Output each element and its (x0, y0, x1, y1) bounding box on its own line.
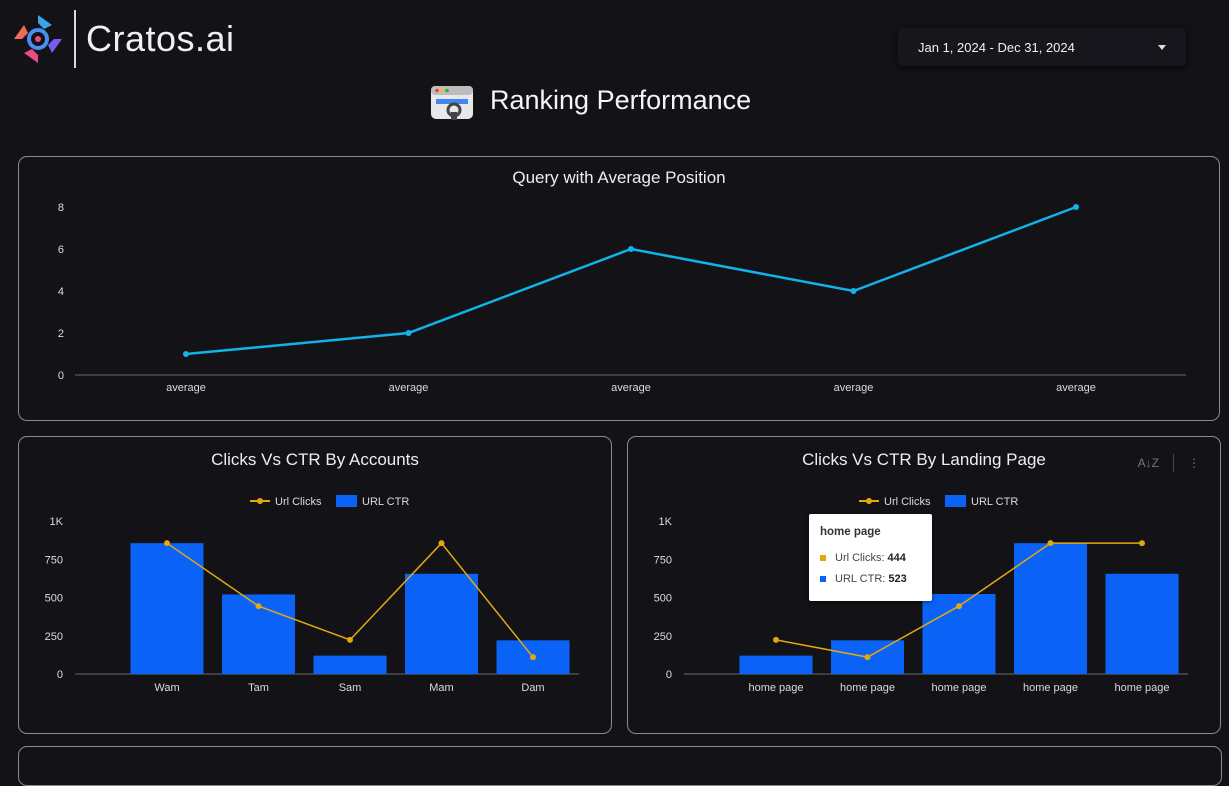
data-point-url-clicks (347, 636, 353, 643)
x-tick-label: average (834, 382, 874, 394)
y-tick-label: 0 (57, 669, 63, 681)
chart-tooltip: home page Url Clicks: 444 URL CTR: 523 (809, 514, 932, 601)
y-tick-label: 500 (45, 593, 63, 605)
x-tick-label: average (611, 382, 651, 394)
date-range-value: Jan 1, 2024 - Dec 31, 2024 (918, 39, 1075, 55)
legend-clicks-marker (257, 498, 263, 504)
tooltip-label: Url Clicks: (835, 552, 885, 564)
logo-divider (74, 10, 76, 68)
chart-title: Clicks Vs CTR By Landing Page (802, 450, 1046, 469)
series-line-average-position (185, 205, 1077, 356)
tooltip-title: home page (820, 526, 881, 538)
x-tick-label: home page (840, 682, 895, 694)
data-point-url-clicks (1139, 540, 1145, 547)
y-tick-label: 250 (45, 631, 63, 643)
data-point-url-clicks (864, 654, 871, 661)
data-point (1073, 204, 1079, 210)
more-vert-icon[interactable]: ⋮ (1188, 456, 1200, 470)
data-point-url-clicks (164, 540, 170, 547)
y-tick-label: 250 (654, 631, 672, 643)
chart-title: Query with Average Position (512, 168, 726, 187)
data-point-url-clicks (438, 540, 445, 547)
data-point (405, 330, 412, 336)
bar-url-ctr (130, 543, 204, 674)
panel-bottom (18, 746, 1222, 786)
y-tick-label: 750 (45, 554, 63, 566)
data-point (850, 288, 857, 294)
clicks-ctr-accounts-chart: Url Clicks URL CTR 0 250 500 750 1K Wam Tam Sam Ma… (45, 495, 579, 694)
cratos-logo-icon (14, 15, 62, 63)
page-title-text: Ranking Performance (490, 84, 752, 115)
tooltip-label: URL CTR: (835, 573, 886, 585)
data-point (628, 246, 634, 252)
chart-title: Clicks Vs CTR By Accounts (211, 450, 419, 469)
ctr-swatch (820, 576, 826, 582)
clicks-swatch (820, 555, 826, 561)
data-point-url-clicks (956, 603, 962, 610)
bar-url-ctr (313, 655, 387, 674)
search-console-icon (431, 86, 473, 120)
x-tick-label: home page (1114, 682, 1169, 694)
legend-label-ctr: URL CTR (971, 496, 1018, 508)
data-point-url-clicks (530, 654, 536, 661)
data-point-url-clicks (1047, 540, 1054, 547)
legend-label-ctr: URL CTR (362, 496, 409, 508)
page-title: Ranking Performance (430, 80, 751, 120)
x-tick-label: home page (748, 682, 803, 694)
panel-clicks-ctr-accounts: Clicks Vs CTR By Accounts Url Clicks URL … (18, 436, 612, 734)
logo-text: Cratos.ai (86, 18, 235, 59)
x-tick-label: Sam (339, 682, 362, 694)
bar-url-ctr (1105, 573, 1179, 674)
y-tick-label: 0 (666, 669, 672, 681)
tooltip-row-ctr: URL CTR: 523 (820, 573, 932, 585)
panel-average-position: Query with Average Position 0 2 4 6 8 average… (18, 156, 1220, 421)
legend-ctr-swatch (336, 495, 357, 507)
x-tick-label: home page (1023, 682, 1078, 694)
legend-label-clicks: Url Clicks (275, 496, 322, 508)
legend-clicks-marker (866, 498, 872, 504)
y-tick-label: 1K (659, 516, 673, 528)
y-tick-label: 500 (654, 593, 672, 605)
sort-az-icon[interactable]: A↓Z (1137, 456, 1159, 470)
y-tick-label: 6 (58, 244, 64, 256)
x-tick-label: home page (931, 682, 986, 694)
panel-toolbar: A↓Z ⋮ (1138, 454, 1200, 472)
y-tick-label: 750 (654, 554, 672, 566)
bar-url-ctr (739, 655, 813, 674)
x-tick-label: Wam (154, 682, 179, 694)
x-tick-label: average (389, 382, 429, 394)
y-tick-label: 2 (58, 328, 64, 340)
data-point-url-clicks (255, 603, 262, 610)
legend-label-clicks: Url Clicks (884, 496, 931, 508)
y-tick-label: 0 (58, 370, 64, 382)
x-tick-label: average (166, 382, 206, 394)
x-tick-label: Dam (521, 682, 544, 694)
x-tick-label: Mam (429, 682, 453, 694)
tooltip-row-clicks: Url Clicks: 444 (820, 552, 932, 564)
cratos-logo: Cratos.ai (10, 10, 235, 68)
bar-url-ctr (405, 573, 478, 674)
date-range-picker[interactable]: Jan 1, 2024 - Dec 31, 2024 (898, 28, 1186, 66)
x-tick-label: average (1056, 382, 1096, 394)
toolbar-divider (1173, 454, 1174, 472)
data-point (183, 351, 189, 357)
bar-url-ctr (1014, 543, 1087, 674)
y-tick-label: 4 (58, 286, 64, 298)
x-tick-label: Tam (248, 682, 269, 694)
average-position-line-chart: 0 2 4 6 8 average average average average average (58, 202, 1186, 394)
y-tick-label: 8 (58, 202, 64, 214)
legend-ctr-swatch (945, 495, 966, 507)
tooltip-value: 444 (887, 552, 906, 564)
data-point-url-clicks (773, 636, 779, 643)
tooltip-value: 523 (888, 573, 907, 585)
chevron-down-icon (1158, 44, 1166, 50)
y-tick-label: 1K (50, 516, 64, 528)
